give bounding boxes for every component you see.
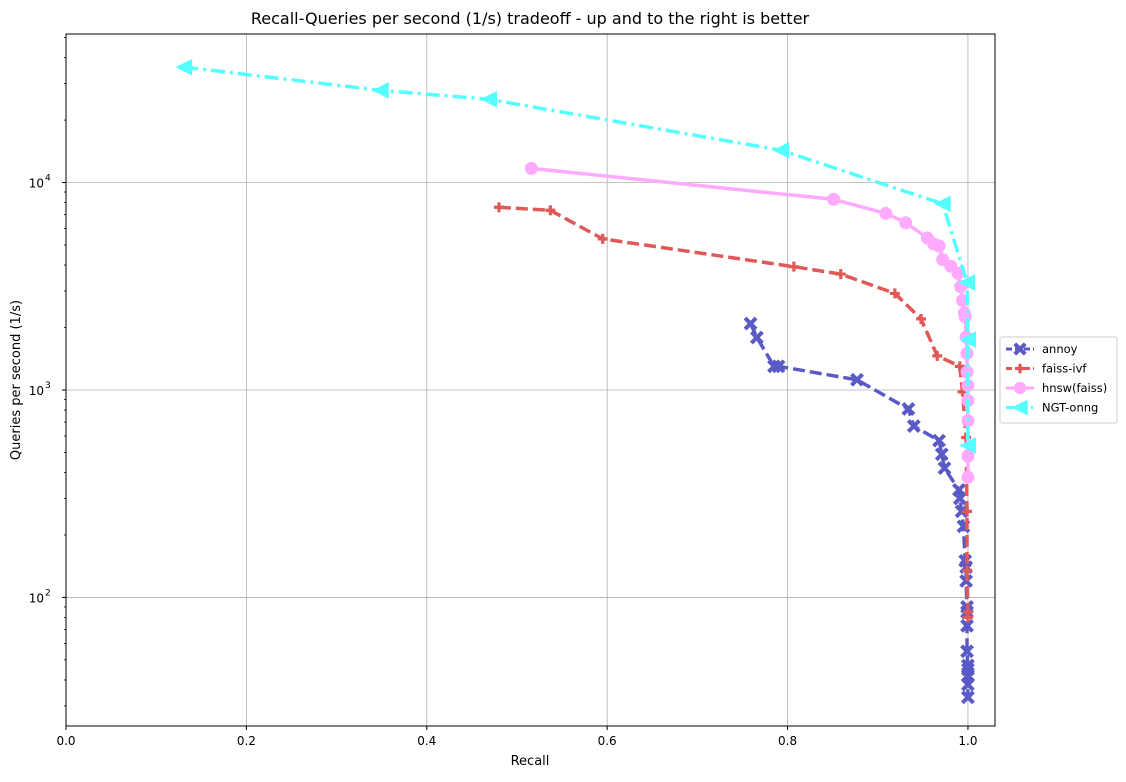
legend-marker: [1013, 381, 1027, 395]
data-point: [788, 261, 799, 272]
y-tick-label: 10: [29, 591, 44, 605]
data-point: [959, 331, 976, 348]
data-point: [932, 239, 946, 253]
y-tick-exponent: 2: [45, 588, 51, 598]
series-annoy: [743, 316, 975, 705]
data-point: [899, 216, 913, 230]
legend: annoy faiss-ivf hnsw(faiss) NGT-onng: [999, 336, 1118, 424]
x-ticks: 0.0 0.2 0.4 0.6 0.8 1.0: [56, 726, 977, 748]
data-point: [952, 491, 967, 506]
data-point: [934, 195, 951, 213]
series-faiss-ivf: [493, 202, 973, 623]
data-point: [962, 506, 973, 517]
data-point: [901, 402, 916, 416]
x-tick-label: 0.8: [778, 734, 797, 748]
x-tick-label: 0.0: [56, 734, 75, 748]
legend-label: annoy: [1042, 342, 1078, 356]
legend-item: NGT-onng: [1006, 399, 1098, 416]
y-tick-base: 10: [29, 591, 44, 605]
data-point: [934, 447, 949, 462]
data-point: [772, 141, 790, 159]
legend-item: faiss-ivf: [1006, 362, 1087, 376]
data-point: [906, 419, 921, 433]
y-tick-label: 10: [29, 384, 44, 398]
x-axis-label: Recall: [511, 754, 550, 769]
x-tick-label: 0.6: [598, 734, 617, 748]
data-point: [932, 350, 943, 361]
data-point: [937, 461, 952, 476]
data-point: [480, 90, 498, 108]
data-point: [835, 269, 846, 280]
data-point: [524, 161, 538, 175]
legend-label: NGT-onng: [1042, 401, 1098, 415]
data-point: [961, 677, 975, 692]
y-tick-exponent: 3: [45, 381, 51, 391]
data-point: [959, 437, 976, 454]
legend-label: hnsw(faiss): [1042, 381, 1107, 395]
y-tick-base: 10: [29, 177, 44, 191]
data-point: [960, 618, 974, 633]
chart-title: Recall-Queries per second (1/s) tradeoff…: [251, 9, 810, 28]
data-point: [961, 449, 975, 463]
legend-label: faiss-ivf: [1042, 362, 1087, 376]
legend-marker: [1015, 363, 1025, 374]
series-layer: [175, 58, 976, 705]
y-axis-label: Queries per second (1/s): [9, 300, 24, 460]
data-point: [958, 274, 976, 291]
y-tick-exponent: 4: [45, 174, 51, 184]
data-point: [962, 612, 973, 623]
x-tick-label: 1.0: [958, 734, 977, 748]
data-point: [960, 644, 974, 659]
legend-item: hnsw(faiss): [1006, 381, 1107, 395]
data-point: [961, 414, 975, 428]
data-point: [743, 316, 758, 331]
data-point: [961, 470, 975, 484]
y-tick-label: 10: [29, 177, 44, 191]
series-NGT-onng: [175, 58, 976, 454]
legend-marker: [1013, 342, 1027, 356]
data-point: [827, 192, 841, 206]
series-line: [498, 205, 970, 618]
legend-box: [999, 336, 1118, 424]
data-point: [962, 565, 973, 576]
data-point: [954, 361, 965, 372]
series-line: [183, 65, 970, 446]
data-point: [889, 288, 900, 299]
x-tick-label: 0.2: [237, 734, 256, 748]
legend-item: annoy: [1006, 342, 1078, 356]
data-point: [771, 359, 786, 374]
data-point: [493, 202, 504, 213]
x-tick-label: 0.4: [417, 734, 436, 748]
data-point: [932, 433, 946, 448]
data-point: [749, 330, 764, 345]
data-point: [958, 310, 972, 324]
data-point: [879, 206, 893, 220]
data-point: [850, 372, 864, 387]
data-point: [597, 233, 608, 244]
data-point: [175, 58, 193, 76]
data-point: [545, 205, 556, 216]
data-point: [372, 82, 389, 99]
data-point: [961, 690, 975, 705]
plot-frame: [65, 33, 996, 727]
data-point: [916, 313, 927, 324]
y-tick-base: 10: [29, 384, 44, 398]
legend-marker: [1011, 399, 1028, 416]
